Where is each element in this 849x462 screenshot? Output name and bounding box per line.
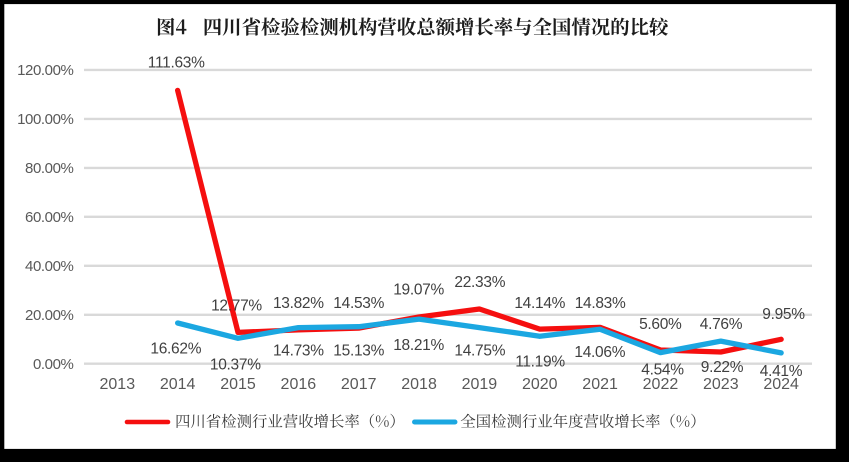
svg-text:14.53%: 14.53% xyxy=(333,295,384,312)
svg-text:14.75%: 14.75% xyxy=(454,343,505,360)
svg-text:2014: 2014 xyxy=(160,376,196,393)
svg-text:14.14%: 14.14% xyxy=(514,295,565,312)
svg-text:2013: 2013 xyxy=(100,376,136,393)
svg-text:4.54%: 4.54% xyxy=(641,362,684,379)
svg-text:14.83%: 14.83% xyxy=(575,295,626,312)
svg-text:2020: 2020 xyxy=(522,376,558,393)
svg-text:0.00%: 0.00% xyxy=(33,356,74,373)
svg-text:2016: 2016 xyxy=(281,376,317,393)
svg-text:2017: 2017 xyxy=(341,376,377,393)
svg-text:2018: 2018 xyxy=(401,376,437,393)
svg-text:9.22%: 9.22% xyxy=(701,359,744,376)
svg-text:2019: 2019 xyxy=(462,376,498,393)
svg-text:5.60%: 5.60% xyxy=(639,316,682,333)
svg-text:2015: 2015 xyxy=(220,376,256,393)
svg-text:4.76%: 4.76% xyxy=(700,316,743,333)
svg-text:16.62%: 16.62% xyxy=(150,341,201,358)
svg-text:100.00%: 100.00% xyxy=(17,111,73,128)
svg-text:120.00%: 120.00% xyxy=(17,62,73,79)
svg-text:60.00%: 60.00% xyxy=(25,209,74,226)
svg-text:13.82%: 13.82% xyxy=(273,295,324,312)
svg-text:2021: 2021 xyxy=(582,376,618,393)
svg-text:14.06%: 14.06% xyxy=(574,344,625,361)
svg-text:14.73%: 14.73% xyxy=(273,343,324,360)
svg-text:20.00%: 20.00% xyxy=(25,307,74,324)
svg-text:2023: 2023 xyxy=(703,376,739,393)
svg-text:11.19%: 11.19% xyxy=(515,354,565,371)
svg-text:22.33%: 22.33% xyxy=(454,274,505,291)
svg-text:12.77%: 12.77% xyxy=(211,298,262,315)
svg-text:19.07%: 19.07% xyxy=(393,282,444,299)
svg-text:40.00%: 40.00% xyxy=(25,258,74,275)
svg-text:15.13%: 15.13% xyxy=(333,343,384,360)
svg-text:18.21%: 18.21% xyxy=(393,337,444,354)
svg-text:2022: 2022 xyxy=(643,376,679,393)
svg-text:4.41%: 4.41% xyxy=(760,363,803,380)
svg-text:10.37%: 10.37% xyxy=(210,357,261,374)
svg-text:2024: 2024 xyxy=(763,376,799,393)
svg-text:9.95%: 9.95% xyxy=(762,306,805,323)
svg-text:111.63%: 111.63% xyxy=(148,55,205,72)
svg-text:80.00%: 80.00% xyxy=(25,160,74,177)
